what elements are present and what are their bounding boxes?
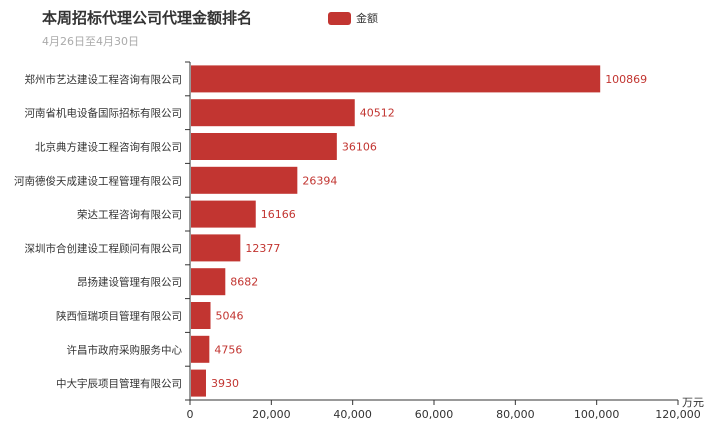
bar[interactable] [191, 133, 337, 160]
data-label: 8682 [230, 276, 258, 289]
y-tick-label: 河南省机电设备国际招标有限公司 [25, 107, 183, 120]
data-label: 36106 [342, 141, 377, 154]
chart-subtitle: 4月26日至4月30日 [42, 35, 139, 48]
chart-title: 本周招标代理公司代理金额排名 [42, 9, 253, 27]
data-label: 12377 [245, 242, 280, 255]
data-label: 4756 [214, 343, 242, 356]
x-tick-label: 60,000 [415, 408, 454, 421]
bar[interactable] [191, 335, 210, 363]
x-tick-label: 100,000 [574, 408, 620, 421]
x-axis-unit-label: 万元 [682, 396, 704, 409]
x-tick-label: 40,000 [333, 408, 372, 421]
bar[interactable] [191, 200, 256, 228]
y-tick-label: 郑州市艺达建设工程咨询有限公司 [25, 73, 183, 86]
bar[interactable] [191, 234, 241, 262]
x-tick-label: 80,000 [496, 408, 535, 421]
y-tick-label: 北京典方建设工程咨询有限公司 [35, 141, 182, 154]
y-tick-label: 荣达工程咨询有限公司 [77, 208, 182, 221]
data-label: 26394 [302, 174, 337, 187]
y-tick-label: 许昌市政府采购服务中心 [67, 343, 183, 356]
legend-item[interactable]: 金额 [328, 10, 378, 26]
bar[interactable] [191, 369, 206, 397]
bar[interactable] [191, 99, 355, 127]
y-tick-label: 中大宇辰项目管理有限公司 [56, 377, 182, 390]
x-tick-label: 20,000 [252, 408, 291, 421]
y-tick-label: 陕西恒瑞项目管理有限公司 [56, 310, 182, 323]
y-tick-label: 深圳市合创建设工程顾问有限公司 [25, 242, 183, 255]
data-label: 100869 [605, 73, 647, 86]
y-tick-label: 河南德俊天成建设工程管理有限公司 [14, 174, 182, 187]
data-label: 16166 [261, 208, 296, 221]
x-tick-label: 120,000 [655, 408, 701, 421]
bar[interactable] [191, 65, 601, 93]
legend-swatch [328, 11, 351, 25]
bar[interactable] [191, 302, 211, 329]
y-tick-label: 昂扬建设管理有限公司 [77, 276, 182, 289]
bar[interactable] [191, 166, 298, 194]
x-tick-label: 0 [187, 408, 194, 421]
data-label: 40512 [360, 107, 395, 120]
data-label: 5046 [216, 310, 244, 323]
legend-label: 金额 [356, 12, 378, 25]
data-label: 3930 [211, 377, 239, 390]
bar[interactable] [191, 268, 226, 296]
